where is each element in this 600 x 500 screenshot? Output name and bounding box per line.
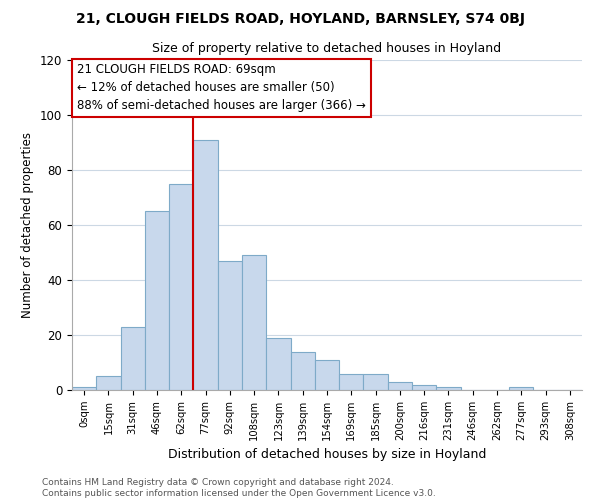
- Bar: [121, 327, 145, 390]
- Bar: [96, 376, 121, 390]
- Bar: [145, 211, 169, 390]
- X-axis label: Distribution of detached houses by size in Hoyland: Distribution of detached houses by size …: [168, 448, 486, 462]
- Text: 21, CLOUGH FIELDS ROAD, HOYLAND, BARNSLEY, S74 0BJ: 21, CLOUGH FIELDS ROAD, HOYLAND, BARNSLE…: [76, 12, 524, 26]
- Bar: [436, 387, 461, 390]
- Y-axis label: Number of detached properties: Number of detached properties: [22, 132, 34, 318]
- Text: Contains HM Land Registry data © Crown copyright and database right 2024.
Contai: Contains HM Land Registry data © Crown c…: [42, 478, 436, 498]
- Bar: [412, 384, 436, 390]
- Text: 21 CLOUGH FIELDS ROAD: 69sqm
← 12% of detached houses are smaller (50)
88% of se: 21 CLOUGH FIELDS ROAD: 69sqm ← 12% of de…: [77, 64, 366, 112]
- Bar: [242, 255, 266, 390]
- Bar: [315, 360, 339, 390]
- Bar: [72, 387, 96, 390]
- Title: Size of property relative to detached houses in Hoyland: Size of property relative to detached ho…: [152, 42, 502, 54]
- Bar: [218, 261, 242, 390]
- Bar: [290, 352, 315, 390]
- Bar: [509, 387, 533, 390]
- Bar: [193, 140, 218, 390]
- Bar: [339, 374, 364, 390]
- Bar: [169, 184, 193, 390]
- Bar: [388, 382, 412, 390]
- Bar: [364, 374, 388, 390]
- Bar: [266, 338, 290, 390]
